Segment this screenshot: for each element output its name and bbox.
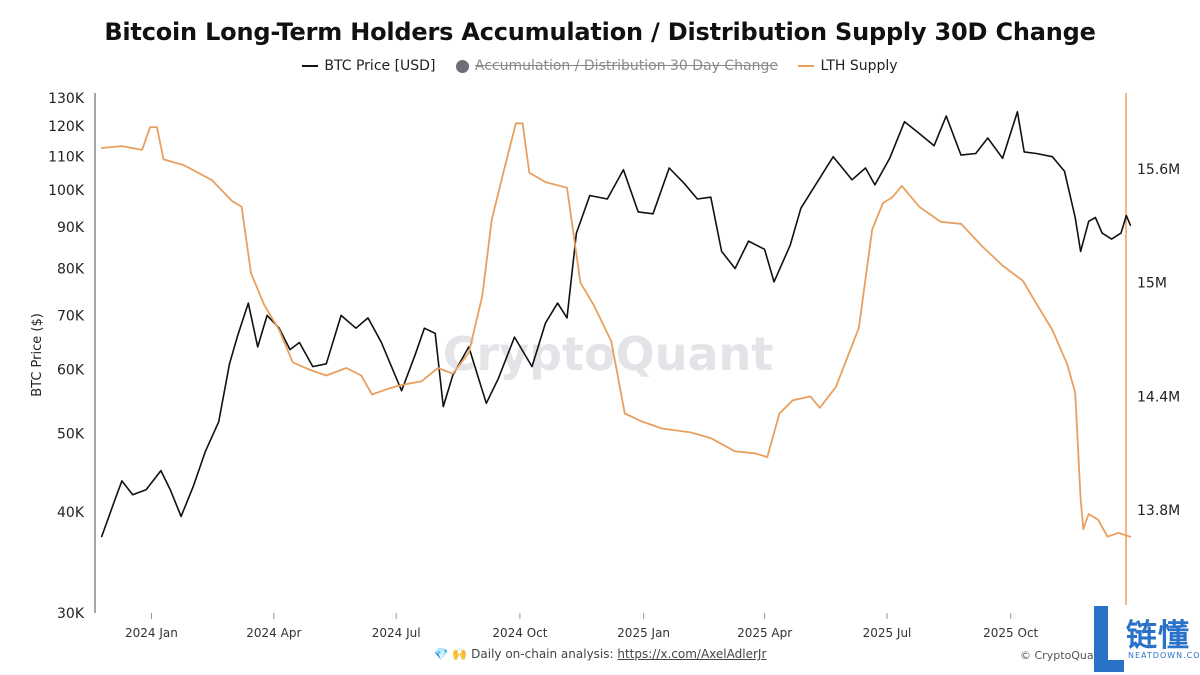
y-right-tick-label: 15M xyxy=(1137,276,1167,292)
y-left-tick-label: 40K xyxy=(57,505,85,521)
logo-l-horizontal xyxy=(1094,660,1124,672)
y-axis-label-left: BTC Price ($) xyxy=(30,313,45,397)
y-left-tick-label: 30K xyxy=(57,606,85,622)
x-tick-label: 2025 Jul xyxy=(863,626,912,640)
legend-item-btc-price[interactable]: BTC Price [USD] xyxy=(302,58,435,74)
legend-item-lth-supply[interactable]: LTH Supply xyxy=(798,58,898,74)
x-tick-label: 2024 Oct xyxy=(492,626,547,640)
x-tick-label: 2024 Apr xyxy=(246,626,301,640)
x-tick-label: 2025 Jan xyxy=(617,626,670,640)
chart-title: Bitcoin Long-Term Holders Accumulation /… xyxy=(104,18,1096,46)
footer: 💎 🙌 Daily on-chain analysis: https://x.c… xyxy=(0,647,1200,661)
legend-label-btc: BTC Price [USD] xyxy=(324,58,436,74)
series-line-lth-supply xyxy=(100,122,1132,538)
y-right-tick-label: 13.8M xyxy=(1137,503,1180,519)
y-left-tick-label: 130K xyxy=(48,91,85,107)
legend-swatch-btc xyxy=(302,65,319,67)
series-group xyxy=(100,111,1132,538)
diamond-hands-icon: 💎 🙌 xyxy=(433,647,468,661)
x-tick-label: 2024 Jan xyxy=(125,626,178,640)
legend-swatch-accumulation xyxy=(455,59,469,73)
y-left-tick-label: 100K xyxy=(48,183,85,199)
legend: BTC Price [USD] Accumulation / Distribut… xyxy=(0,58,1200,74)
legend-item-accumulation[interactable]: Accumulation / Distribution 30 Day Chang… xyxy=(455,58,778,74)
logo-l-vertical xyxy=(1094,606,1108,672)
neatdown-logo: 链懂 NEATDOWN.COM xyxy=(1090,604,1200,674)
y-left-tick-label: 60K xyxy=(57,363,85,379)
y-right-tick-label: 15.6M xyxy=(1137,162,1180,178)
logo-cn-text: 链懂 xyxy=(1126,618,1190,654)
copyright: © CryptoQua xyxy=(1020,649,1094,662)
y-left-tick-label: 90K xyxy=(57,220,85,236)
y-left-tick-label: 50K xyxy=(57,427,85,443)
y-left-tick-label: 120K xyxy=(48,119,85,135)
legend-swatch-lth xyxy=(798,65,815,67)
y-left-tick-label: 80K xyxy=(57,262,85,278)
axes: 30K 40K 50K 60K 70K 80K 90K 100K 110K 120K 130K 13.… xyxy=(48,91,1180,640)
y-right-tick-label: 14.4M xyxy=(1137,389,1180,405)
logo-sub-text: NEATDOWN.COM xyxy=(1128,651,1200,660)
legend-label-accumulation: Accumulation / Distribution 30 Day Chang… xyxy=(474,58,778,74)
x-tick-label: 2024 Jul xyxy=(372,626,421,640)
y-left-tick-label: 70K xyxy=(57,308,85,324)
chart-plot-area: CryptoQuant 30K40K50K60K70K80K90K100K110… xyxy=(30,91,1180,640)
x-tick-label: 2025 Apr xyxy=(737,626,792,640)
x-tick-label: 2025 Oct xyxy=(983,626,1038,640)
y-left-tick-label: 110K xyxy=(48,150,85,166)
series-line-btc-price xyxy=(100,111,1132,538)
footer-link[interactable]: https://x.com/AxelAdlerJr xyxy=(617,647,767,661)
footer-text: Daily on-chain analysis: xyxy=(471,647,618,661)
legend-label-lth: LTH Supply xyxy=(820,58,898,74)
